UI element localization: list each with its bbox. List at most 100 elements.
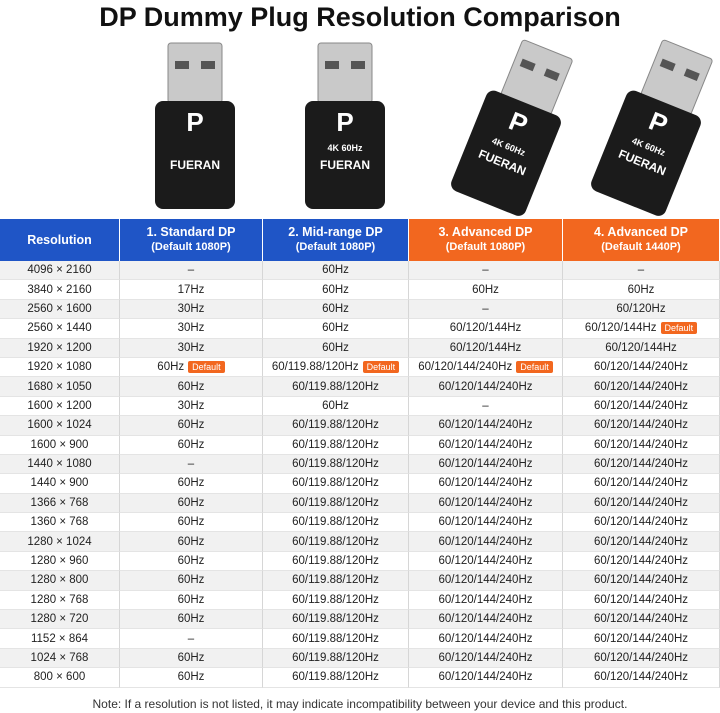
- value-cell: 60/119.88/120Hz: [263, 610, 409, 630]
- value-cell: 60/119.88/120Hz: [263, 629, 409, 649]
- value-cell: –: [120, 454, 263, 475]
- value-cell: 60Hz: [120, 648, 263, 669]
- value-cell: 60/120/144/240Hz Default: [409, 357, 563, 378]
- table-row: 2560 × 1440 30Hz 60Hz 60/120/144Hz 60/120/14…: [0, 319, 720, 339]
- value-cell: 60/120/144Hz: [563, 338, 720, 358]
- header-subtitle: (Default 1080P): [151, 241, 231, 253]
- value-cell: 60/120/144/240Hz: [409, 493, 563, 514]
- value-cell: 60Hz: [409, 280, 563, 300]
- table-row: 1440 × 900 60Hz 60/119.88/120Hz 60/120/144/…: [0, 474, 720, 494]
- header-cell: 2. Mid-range DP (Default 1080P): [263, 219, 409, 261]
- plug: P FUERAN: [155, 42, 235, 209]
- value-cell: 60/120/144/240Hz: [409, 610, 563, 630]
- table-row: 1600 × 900 60Hz 60/119.88/120Hz 60/120/144/…: [0, 435, 720, 455]
- table-row: 1280 × 960 60Hz 60/119.88/120Hz 60/120/144/…: [0, 551, 720, 572]
- value-cell: 60/120/144/240Hz: [409, 532, 563, 552]
- resolution-cell: 2560 × 1600: [0, 299, 120, 320]
- value-cell: 60Hz: [120, 551, 263, 572]
- resolution-cell: 1920 × 1200: [0, 338, 120, 358]
- resolution-cell: 1440 × 1080: [0, 454, 120, 475]
- plug-logo: P: [336, 107, 353, 137]
- resolution-cell: 1600 × 900: [0, 435, 120, 455]
- table-row: 1360 × 768 60Hz 60/119.88/120Hz 60/120/144/…: [0, 513, 720, 533]
- default-badge: Default: [516, 361, 553, 374]
- value-cell: 60/119.88/120Hz: [263, 648, 409, 669]
- value-cell: 60/119.88/120Hz: [263, 532, 409, 552]
- table-row: 1600 × 1200 30Hz 60Hz –60/120/144/240Hz: [0, 396, 720, 417]
- value-cell: 60/120/144/240Hz: [409, 668, 563, 688]
- header-cell: 3. Advanced DP (Default 1080P): [409, 219, 563, 261]
- value-cell: 60/120/144/240Hz: [563, 513, 720, 533]
- comparison-table: Resolution 1. Standard DP (Default 1080P) 2…: [0, 219, 720, 688]
- table-row: 1280 × 1024 60Hz 60/119.88/120Hz 60/120/144…: [0, 532, 720, 552]
- value-cell: 60/120/144/240Hz: [409, 474, 563, 494]
- value-cell: 60/120/144/240Hz: [409, 648, 563, 669]
- value-cell: 60Hz: [120, 493, 263, 514]
- header-cell: Resolution: [0, 219, 120, 261]
- value-cell: 60/119.88/120Hz: [263, 493, 409, 514]
- table-row: 1920 × 1200 30Hz 60Hz 60/120/144Hz 60/120/14…: [0, 338, 720, 358]
- value-cell: 60Hz: [120, 474, 263, 494]
- cell-text: 60Hz: [157, 361, 185, 374]
- value-cell: 60Hz: [563, 280, 720, 300]
- value-cell: 60/119.88/120Hz: [263, 551, 409, 572]
- value-cell: 30Hz: [120, 338, 263, 358]
- plug-body: [305, 101, 385, 209]
- table-row: 1920 × 1080 60Hz Default 60/119.88/120Hz Def…: [0, 357, 720, 378]
- value-cell: 60/120/144/240Hz: [409, 416, 563, 436]
- note: Note: If a resolution is not listed, it …: [92, 697, 628, 711]
- resolution-cell: 1360 × 768: [0, 513, 120, 533]
- value-cell: 60/120/144/240Hz: [409, 590, 563, 611]
- value-cell: 30Hz: [120, 319, 263, 339]
- value-cell: 60/120/144/240Hz: [563, 629, 720, 649]
- value-cell: 60/120/144/240Hz: [563, 377, 720, 397]
- plug-body: [155, 101, 235, 209]
- value-cell: 60/120/144Hz: [409, 338, 563, 358]
- value-cell: 60/119.88/120Hz: [263, 435, 409, 455]
- value-cell: 60/119.88/120Hz: [263, 513, 409, 533]
- value-cell: –: [563, 261, 720, 281]
- value-cell: 60/120/144/240Hz: [563, 668, 720, 688]
- value-cell: –: [409, 396, 563, 417]
- value-cell: 60Hz: [120, 532, 263, 552]
- default-badge: Default: [188, 361, 225, 374]
- value-cell: 60/119.88/120Hz: [263, 377, 409, 397]
- value-cell: 60Hz: [263, 299, 409, 320]
- value-cell: 60/120/144/240Hz: [563, 532, 720, 552]
- value-cell: 60/120/144/240Hz: [563, 416, 720, 436]
- value-cell: –: [120, 261, 263, 281]
- header-title: 3. Advanced DP: [438, 225, 533, 239]
- table-row: 1680 × 1050 60Hz 60/119.88/120Hz 60/120/144…: [0, 377, 720, 397]
- value-cell: –: [409, 261, 563, 281]
- value-cell: 60Hz: [263, 338, 409, 358]
- header-cell: 4. Advanced DP (Default 1440P): [563, 219, 720, 261]
- table-row: 1600 × 1024 60Hz 60/119.88/120Hz 60/120/144…: [0, 416, 720, 436]
- connector-slot: [201, 61, 215, 69]
- value-cell: 60/119.88/120Hz: [263, 416, 409, 436]
- value-cell: 60/120/144/240Hz: [563, 610, 720, 630]
- table-row: 800 × 600 60Hz 60/119.88/120Hz 60/120/144/2…: [0, 668, 720, 688]
- table-row: 1280 × 720 60Hz 60/119.88/120Hz 60/120/144/…: [0, 610, 720, 630]
- table-row: 1280 × 800 60Hz 60/119.88/120Hz 60/120/144/…: [0, 571, 720, 591]
- header-row: Resolution 1. Standard DP (Default 1080P) 2…: [0, 219, 720, 261]
- value-cell: 60Hz: [263, 280, 409, 300]
- resolution-cell: 1680 × 1050: [0, 377, 120, 397]
- value-cell: 60/120/144/240Hz: [563, 454, 720, 475]
- value-cell: –: [120, 629, 263, 649]
- connector-slot: [519, 58, 536, 72]
- value-cell: 60/120/144/240Hz: [409, 454, 563, 475]
- value-cell: 60/120Hz: [563, 299, 720, 320]
- header-title: 1. Standard DP: [146, 225, 236, 239]
- value-cell: 60/120/144/240Hz: [409, 629, 563, 649]
- value-cell: 60/120/144/240Hz: [409, 435, 563, 455]
- default-badge: Default: [660, 322, 698, 335]
- value-cell: 60Hz: [120, 435, 263, 455]
- value-cell: 60Hz: [120, 590, 263, 611]
- connector-slot: [683, 68, 700, 82]
- plug-body: [591, 90, 701, 216]
- header-cell: 1. Standard DP (Default 1080P): [120, 219, 263, 261]
- value-cell: 30Hz: [120, 396, 263, 417]
